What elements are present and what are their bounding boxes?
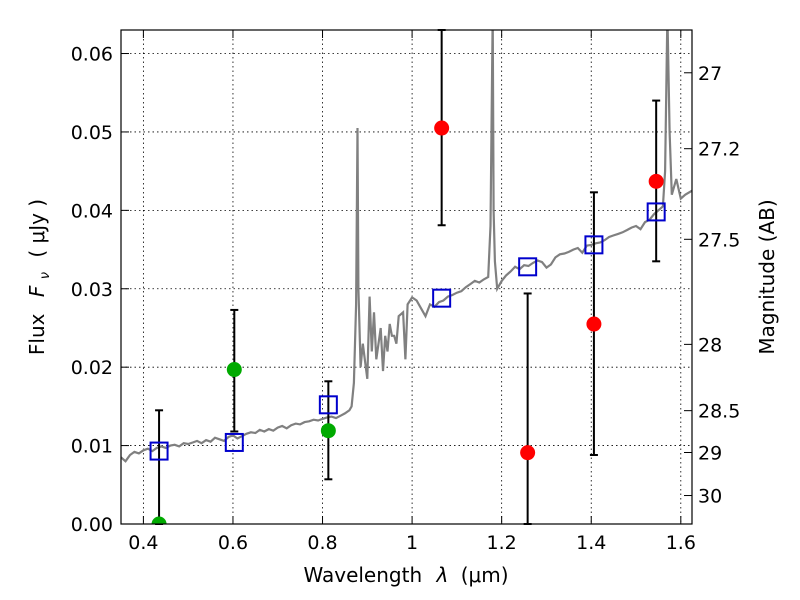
near-IR-detections-marker [520,445,536,461]
x-axis-label: Wavelength λ (μm) [303,563,508,587]
y-axis-label: Flux F ν ( μJy ) [25,199,54,355]
y2-tick-label: 29 [698,442,722,464]
optical-detections-marker [151,516,167,524]
model-spectrum-layer [121,30,692,463]
x-tick-label: 1.2 [487,532,517,554]
near-IR-detections-marker [434,120,450,136]
y-tick-label: 0.05 [71,122,113,144]
model-photometry-marker [224,432,244,452]
x-tick-label: 0.6 [218,532,248,554]
y-tick-label: 0.00 [71,514,113,536]
y2-tick-label: 28 [698,334,722,356]
optical-detections-marker [320,423,336,439]
x-tick-label: 1.4 [576,532,606,554]
y2-tick-label: 27.2 [698,139,740,161]
plot-frame [120,29,693,525]
y-axis-ticks: 0.00 0.01 0.02 0.03 0.04 0.05 0.06 [71,44,129,536]
y2-tick-label: 27.5 [698,229,740,251]
x-tick-label: 1.6 [666,532,696,554]
errorbar-layer [155,29,661,525]
near-IR-detections-marker [648,173,664,189]
y2-axis-label: Magnitude (AB) [755,199,779,354]
near-IR-detections-marker [586,316,602,332]
x-axis-ticks: 0.4 0.6 0.8 1 1.2 1.4 1.6 [128,30,696,554]
y-tick-label: 0.06 [71,44,113,66]
model-photometry-marker [432,288,452,308]
x-tick-label: 1 [406,532,418,554]
x-tick-label: 0.8 [307,532,337,554]
model-photometry-marker [584,235,604,255]
grid [121,30,692,525]
y-tick-label: 0.04 [71,200,113,222]
y2-axis-ticks: 27 27.2 27.5 28 28.5 29 30 [684,63,740,508]
optical-detections-marker [226,362,242,378]
model-photometry-marker [149,441,169,461]
model-photometry-marker [646,202,666,222]
y2-tick-label: 27 [698,63,722,85]
marker-layer [149,120,666,524]
y-tick-label: 0.03 [71,279,113,301]
y-tick-label: 0.01 [71,436,113,458]
model-spectrum-line [121,30,692,463]
model-photometry-marker [518,257,538,277]
x-tick-label: 0.4 [128,532,158,554]
y2-tick-label: 30 [698,486,722,508]
model-photometry-marker [318,395,338,415]
y-tick-label: 0.02 [71,357,113,379]
y2-tick-label: 28.5 [698,401,740,423]
